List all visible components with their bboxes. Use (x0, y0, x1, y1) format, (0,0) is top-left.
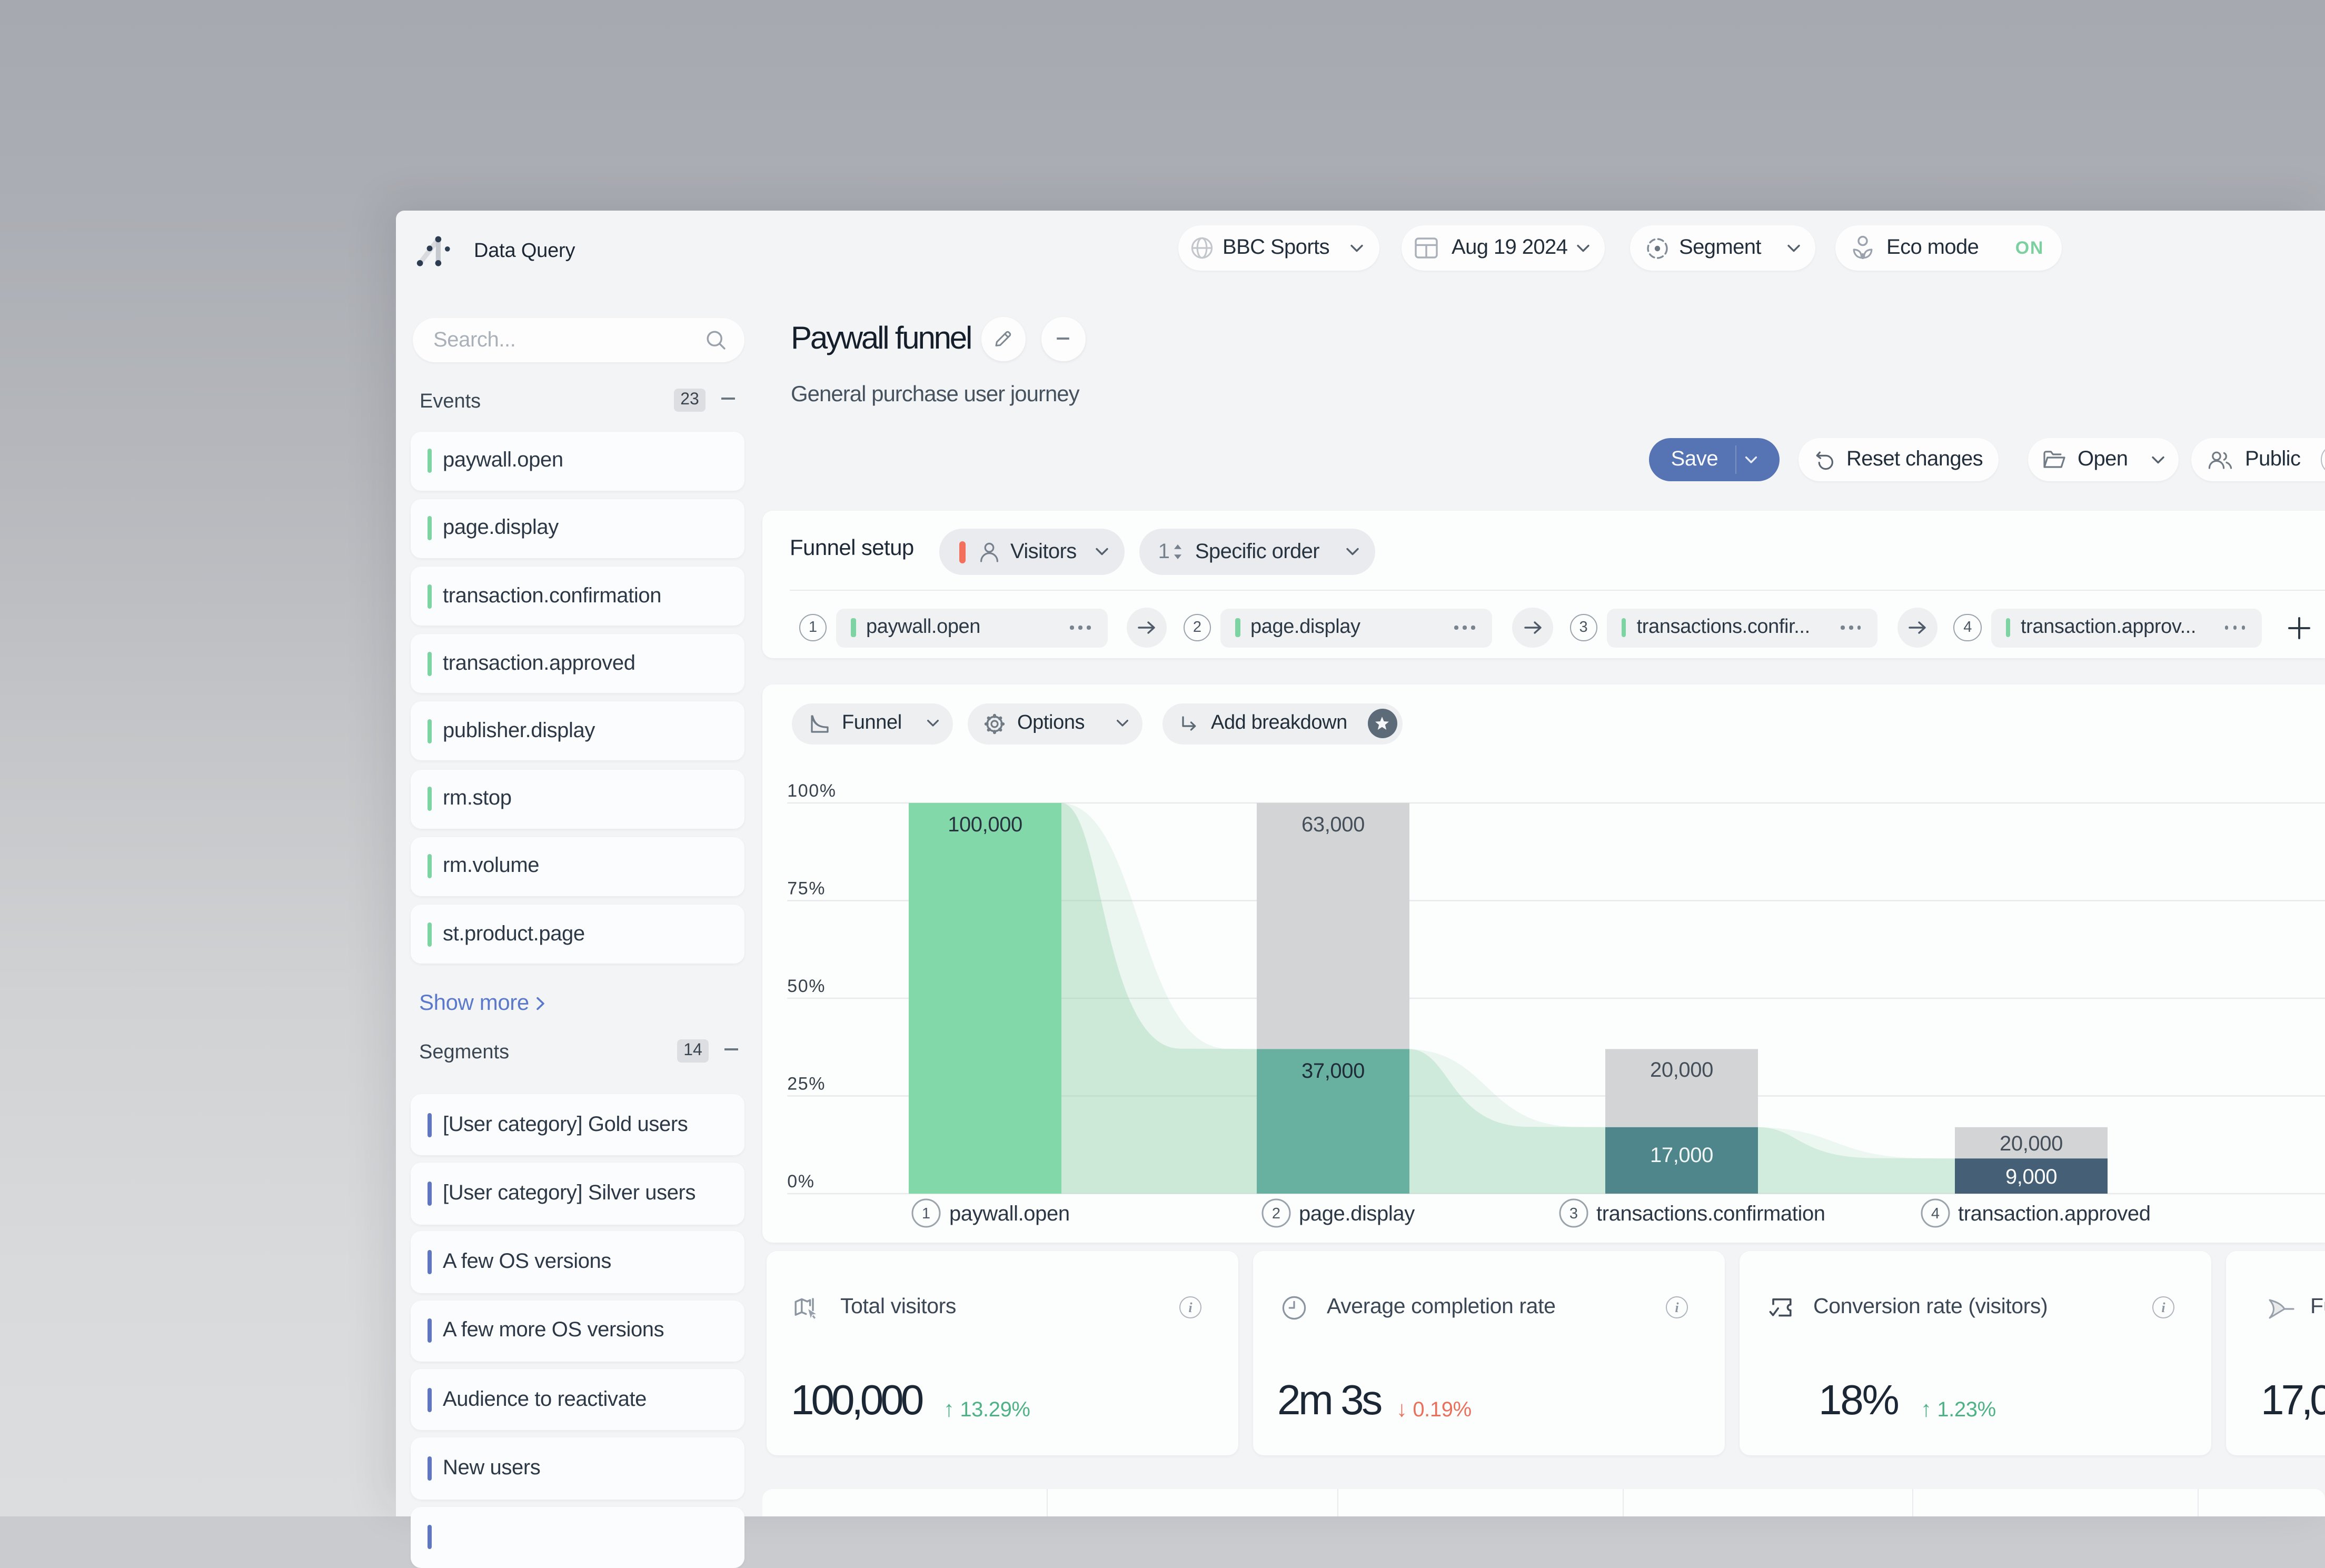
svg-text:63,000: 63,000 (1301, 812, 1365, 836)
svg-text:paywall.open: paywall.open (949, 1202, 1070, 1225)
svg-text:3: 3 (1569, 1205, 1578, 1222)
svg-text:9,000: 9,000 (2005, 1165, 2057, 1188)
svg-text:page.display: page.display (1299, 1202, 1415, 1225)
svg-text:transactions.confirmation: transactions.confirmation (1596, 1202, 1825, 1225)
svg-text:100%: 100% (787, 780, 836, 800)
svg-text:50%: 50% (787, 976, 826, 996)
svg-text:20,000: 20,000 (1650, 1058, 1713, 1081)
svg-text:17,000: 17,000 (1650, 1143, 1713, 1166)
svg-text:transaction.approved: transaction.approved (1958, 1202, 2151, 1225)
svg-text:4: 4 (1931, 1205, 1940, 1222)
svg-text:20,000: 20,000 (2000, 1132, 2063, 1155)
svg-text:37,000: 37,000 (1301, 1059, 1365, 1082)
svg-text:25%: 25% (787, 1074, 826, 1094)
svg-text:75%: 75% (787, 878, 826, 898)
svg-text:1: 1 (922, 1205, 930, 1222)
svg-text:0%: 0% (787, 1171, 814, 1191)
svg-text:100,000: 100,000 (948, 812, 1022, 836)
svg-text:2: 2 (1272, 1205, 1280, 1222)
